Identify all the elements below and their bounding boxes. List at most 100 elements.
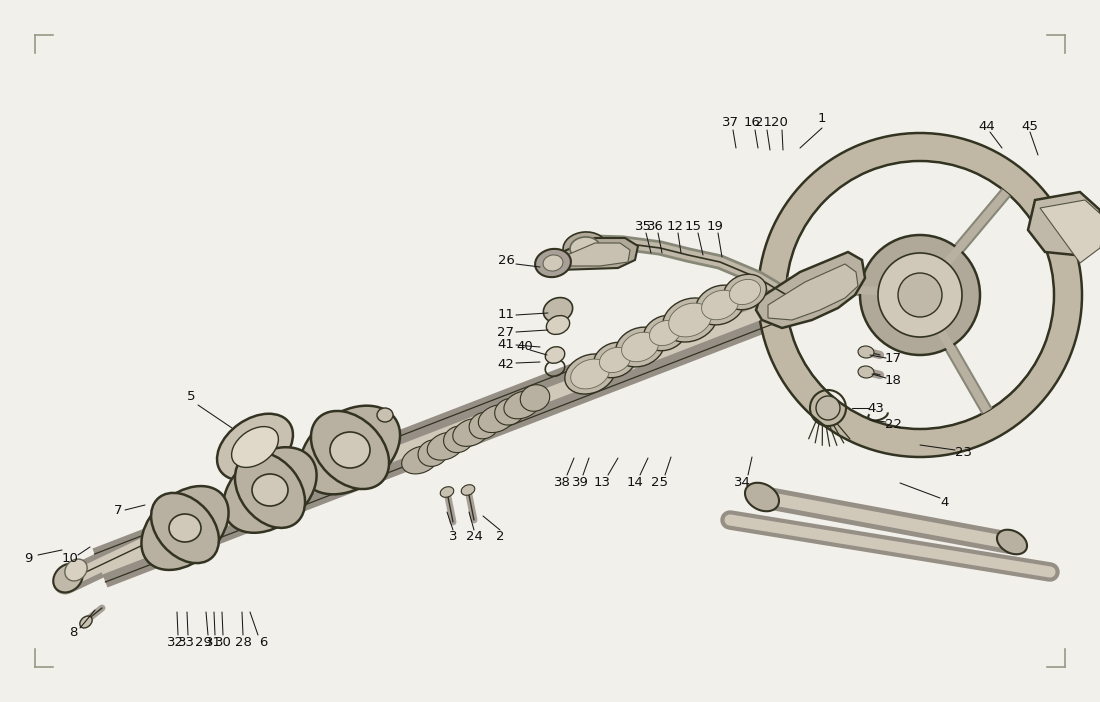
Ellipse shape [223,447,317,533]
Ellipse shape [663,298,717,342]
Polygon shape [556,238,638,270]
Text: 38: 38 [553,475,571,489]
Ellipse shape [745,483,779,511]
Text: 45: 45 [1022,119,1038,133]
Text: 13: 13 [594,475,610,489]
Text: 43: 43 [868,402,884,414]
Text: 9: 9 [24,552,32,564]
Ellipse shape [151,493,219,563]
Ellipse shape [600,347,630,373]
Ellipse shape [495,399,525,425]
Ellipse shape [563,232,607,264]
Text: 4: 4 [940,496,949,510]
Ellipse shape [169,514,201,542]
Text: 21: 21 [756,116,772,128]
Ellipse shape [535,249,571,277]
Ellipse shape [453,418,490,446]
Ellipse shape [570,237,600,259]
Ellipse shape [858,366,874,378]
Ellipse shape [571,359,609,389]
Text: 41: 41 [497,338,515,352]
Text: 3: 3 [449,531,458,543]
Ellipse shape [252,474,288,506]
Ellipse shape [53,564,82,592]
Ellipse shape [330,432,370,468]
Ellipse shape [478,405,515,432]
Ellipse shape [594,343,637,378]
Ellipse shape [232,427,278,468]
Ellipse shape [402,446,438,474]
Ellipse shape [504,391,540,419]
Text: 34: 34 [734,475,750,489]
Ellipse shape [443,426,473,453]
Text: 6: 6 [258,635,267,649]
Text: 25: 25 [651,475,669,489]
Ellipse shape [695,285,745,325]
Text: 8: 8 [69,626,77,640]
Ellipse shape [702,290,738,319]
Circle shape [878,253,962,337]
Ellipse shape [724,274,767,310]
Text: 10: 10 [62,552,78,564]
Ellipse shape [543,255,563,271]
Text: 17: 17 [884,352,902,364]
Ellipse shape [427,432,464,460]
Ellipse shape [547,316,570,334]
Text: 36: 36 [647,220,663,232]
Text: 37: 37 [722,116,738,128]
Text: 30: 30 [214,635,231,649]
Text: 19: 19 [706,220,724,232]
Ellipse shape [418,440,448,466]
Polygon shape [768,264,858,320]
Text: 26: 26 [497,253,515,267]
Ellipse shape [543,298,573,322]
Text: 24: 24 [465,531,483,543]
Ellipse shape [669,303,712,337]
Ellipse shape [649,320,681,345]
Text: 31: 31 [205,635,221,649]
Ellipse shape [546,347,564,364]
Polygon shape [560,243,630,266]
Text: 12: 12 [667,220,683,232]
Ellipse shape [469,412,498,439]
Text: 5: 5 [187,390,196,404]
Text: 39: 39 [572,475,588,489]
Text: 16: 16 [744,116,760,128]
Text: 2: 2 [496,531,504,543]
Ellipse shape [377,408,393,422]
Ellipse shape [142,486,229,570]
Ellipse shape [564,354,615,394]
Text: 1: 1 [817,112,826,124]
Ellipse shape [644,315,686,351]
Circle shape [898,273,942,317]
Text: 35: 35 [635,220,651,232]
Ellipse shape [858,346,874,358]
Text: 7: 7 [113,503,122,517]
Polygon shape [1040,200,1100,263]
Ellipse shape [311,411,389,489]
Text: 27: 27 [497,326,515,338]
Text: 11: 11 [497,308,515,322]
Ellipse shape [997,530,1027,555]
Ellipse shape [461,484,475,496]
Polygon shape [756,252,865,328]
Ellipse shape [300,406,400,494]
Circle shape [860,235,980,355]
Text: 28: 28 [234,635,252,649]
Text: 15: 15 [684,220,702,232]
Ellipse shape [616,327,664,367]
Text: 40: 40 [517,340,534,354]
Wedge shape [758,133,1082,457]
Text: 22: 22 [884,418,902,430]
Text: 18: 18 [884,373,901,387]
Text: 14: 14 [627,475,644,489]
Ellipse shape [729,279,760,305]
Text: 42: 42 [497,357,515,371]
Polygon shape [1028,192,1100,255]
Ellipse shape [440,486,454,497]
Ellipse shape [621,332,659,362]
Text: 32: 32 [166,635,184,649]
Circle shape [816,396,840,420]
Text: 23: 23 [955,446,971,460]
Ellipse shape [217,413,293,480]
